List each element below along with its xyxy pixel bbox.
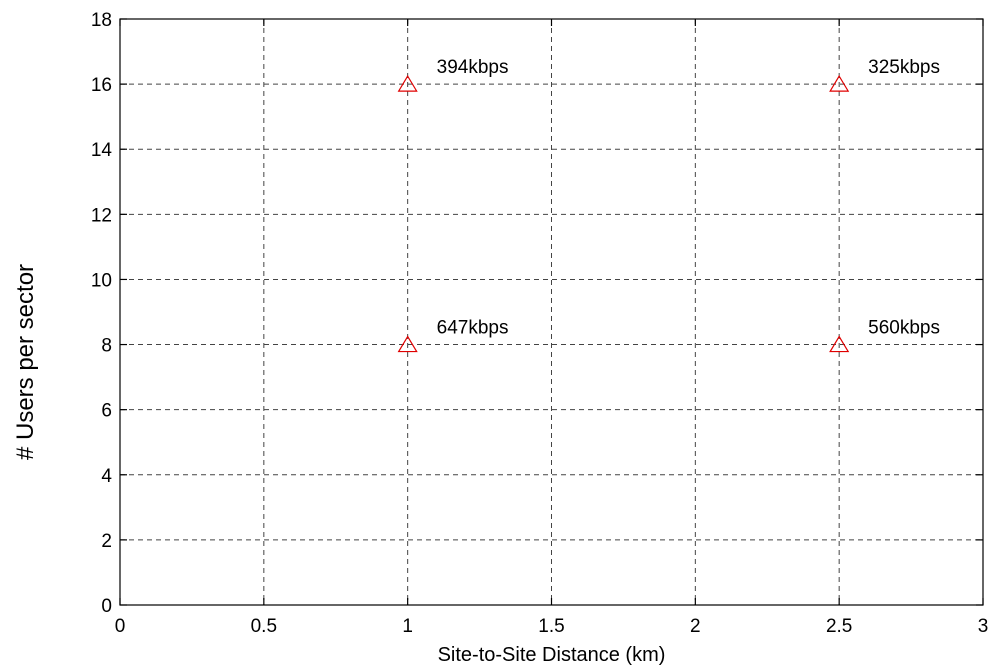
x-tick-label: 0.5 <box>251 616 277 637</box>
data-point-triangle <box>829 335 850 353</box>
grid-lines <box>120 19 983 605</box>
y-tick-label: 2 <box>101 531 112 552</box>
y-tick-label: 6 <box>101 401 112 422</box>
x-tick-label: 3 <box>978 616 989 637</box>
x-tick-label: 1.5 <box>538 616 564 637</box>
y-tick-label: 18 <box>91 10 112 31</box>
y-tick-label: 0 <box>101 596 112 617</box>
data-point-triangle <box>397 74 418 92</box>
data-label: 560kbps <box>868 318 940 339</box>
x-tick-label: 2 <box>690 616 701 637</box>
y-tick-label: 8 <box>101 336 112 357</box>
data-points: 394kbps 325kbps 647kbps 560kbps <box>397 57 940 353</box>
x-tick-label: 0 <box>115 616 126 637</box>
data-point-triangle <box>397 335 418 353</box>
y-tick-labels: 0 2 4 6 8 10 12 14 16 18 <box>91 10 113 617</box>
y-tick-label: 12 <box>91 205 112 226</box>
y-tick-label: 16 <box>91 75 112 96</box>
data-point-triangle <box>829 74 850 92</box>
x-tick-label: 2.5 <box>826 616 852 637</box>
y-axis-label: # Users per sector <box>12 264 39 460</box>
x-axis-label: Site-to-Site Distance (km) <box>438 644 666 666</box>
y-tick-label: 4 <box>101 466 112 487</box>
y-tick-label: 10 <box>91 270 112 291</box>
x-tick-label: 1 <box>402 616 413 637</box>
data-label: 647kbps <box>437 318 509 339</box>
axis-ticks <box>119 18 984 606</box>
x-tick-labels: 0 0.5 1 1.5 2 2.5 3 <box>115 616 989 637</box>
data-label: 325kbps <box>868 57 940 78</box>
data-label: 394kbps <box>437 57 509 78</box>
y-tick-label: 14 <box>91 140 113 161</box>
